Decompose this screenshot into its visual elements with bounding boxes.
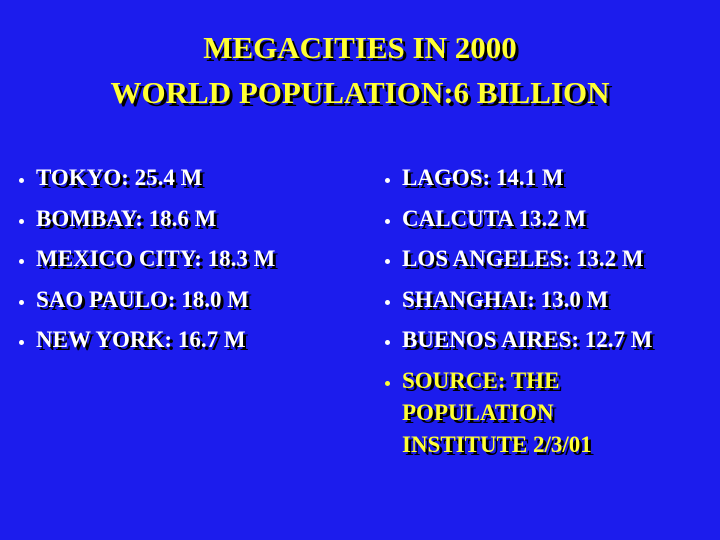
list-item: BOMBAY: 18.6 M <box>36 205 275 233</box>
list-item: CALCUTA 13.2 M <box>402 205 652 233</box>
list-item: LAGOS: 14.1 M <box>402 164 652 192</box>
title-line: WORLD POPULATION:6 BILLION <box>110 75 610 110</box>
list-item: LOS ANGELES: 13.2 M <box>402 245 652 273</box>
list-item: TOKYO: 25.4 M <box>36 164 275 192</box>
list-item: NEW YORK: 16.7 M <box>36 326 275 354</box>
title-line: MEGACITIES IN 2000 <box>203 30 517 65</box>
left-list: TOKYO: 25.4 M BOMBAY: 18.6 M MEXICO CITY: … <box>10 164 275 367</box>
list-item: SOURCE: THE POPULATION INSTITUTE 2/3/01 <box>402 365 642 461</box>
list-item: SAO PAULO: 18.0 M <box>36 286 275 314</box>
list-item: SHANGHAI: 13.0 M <box>402 286 652 314</box>
list-item: MEXICO CITY: 18.3 M <box>36 245 275 273</box>
list-item: BUENOS AIRES: 12.7 M <box>402 326 652 354</box>
right-list: LAGOS: 14.1 M CALCUTA 13.2 M LOS ANGELES: … <box>376 164 652 473</box>
